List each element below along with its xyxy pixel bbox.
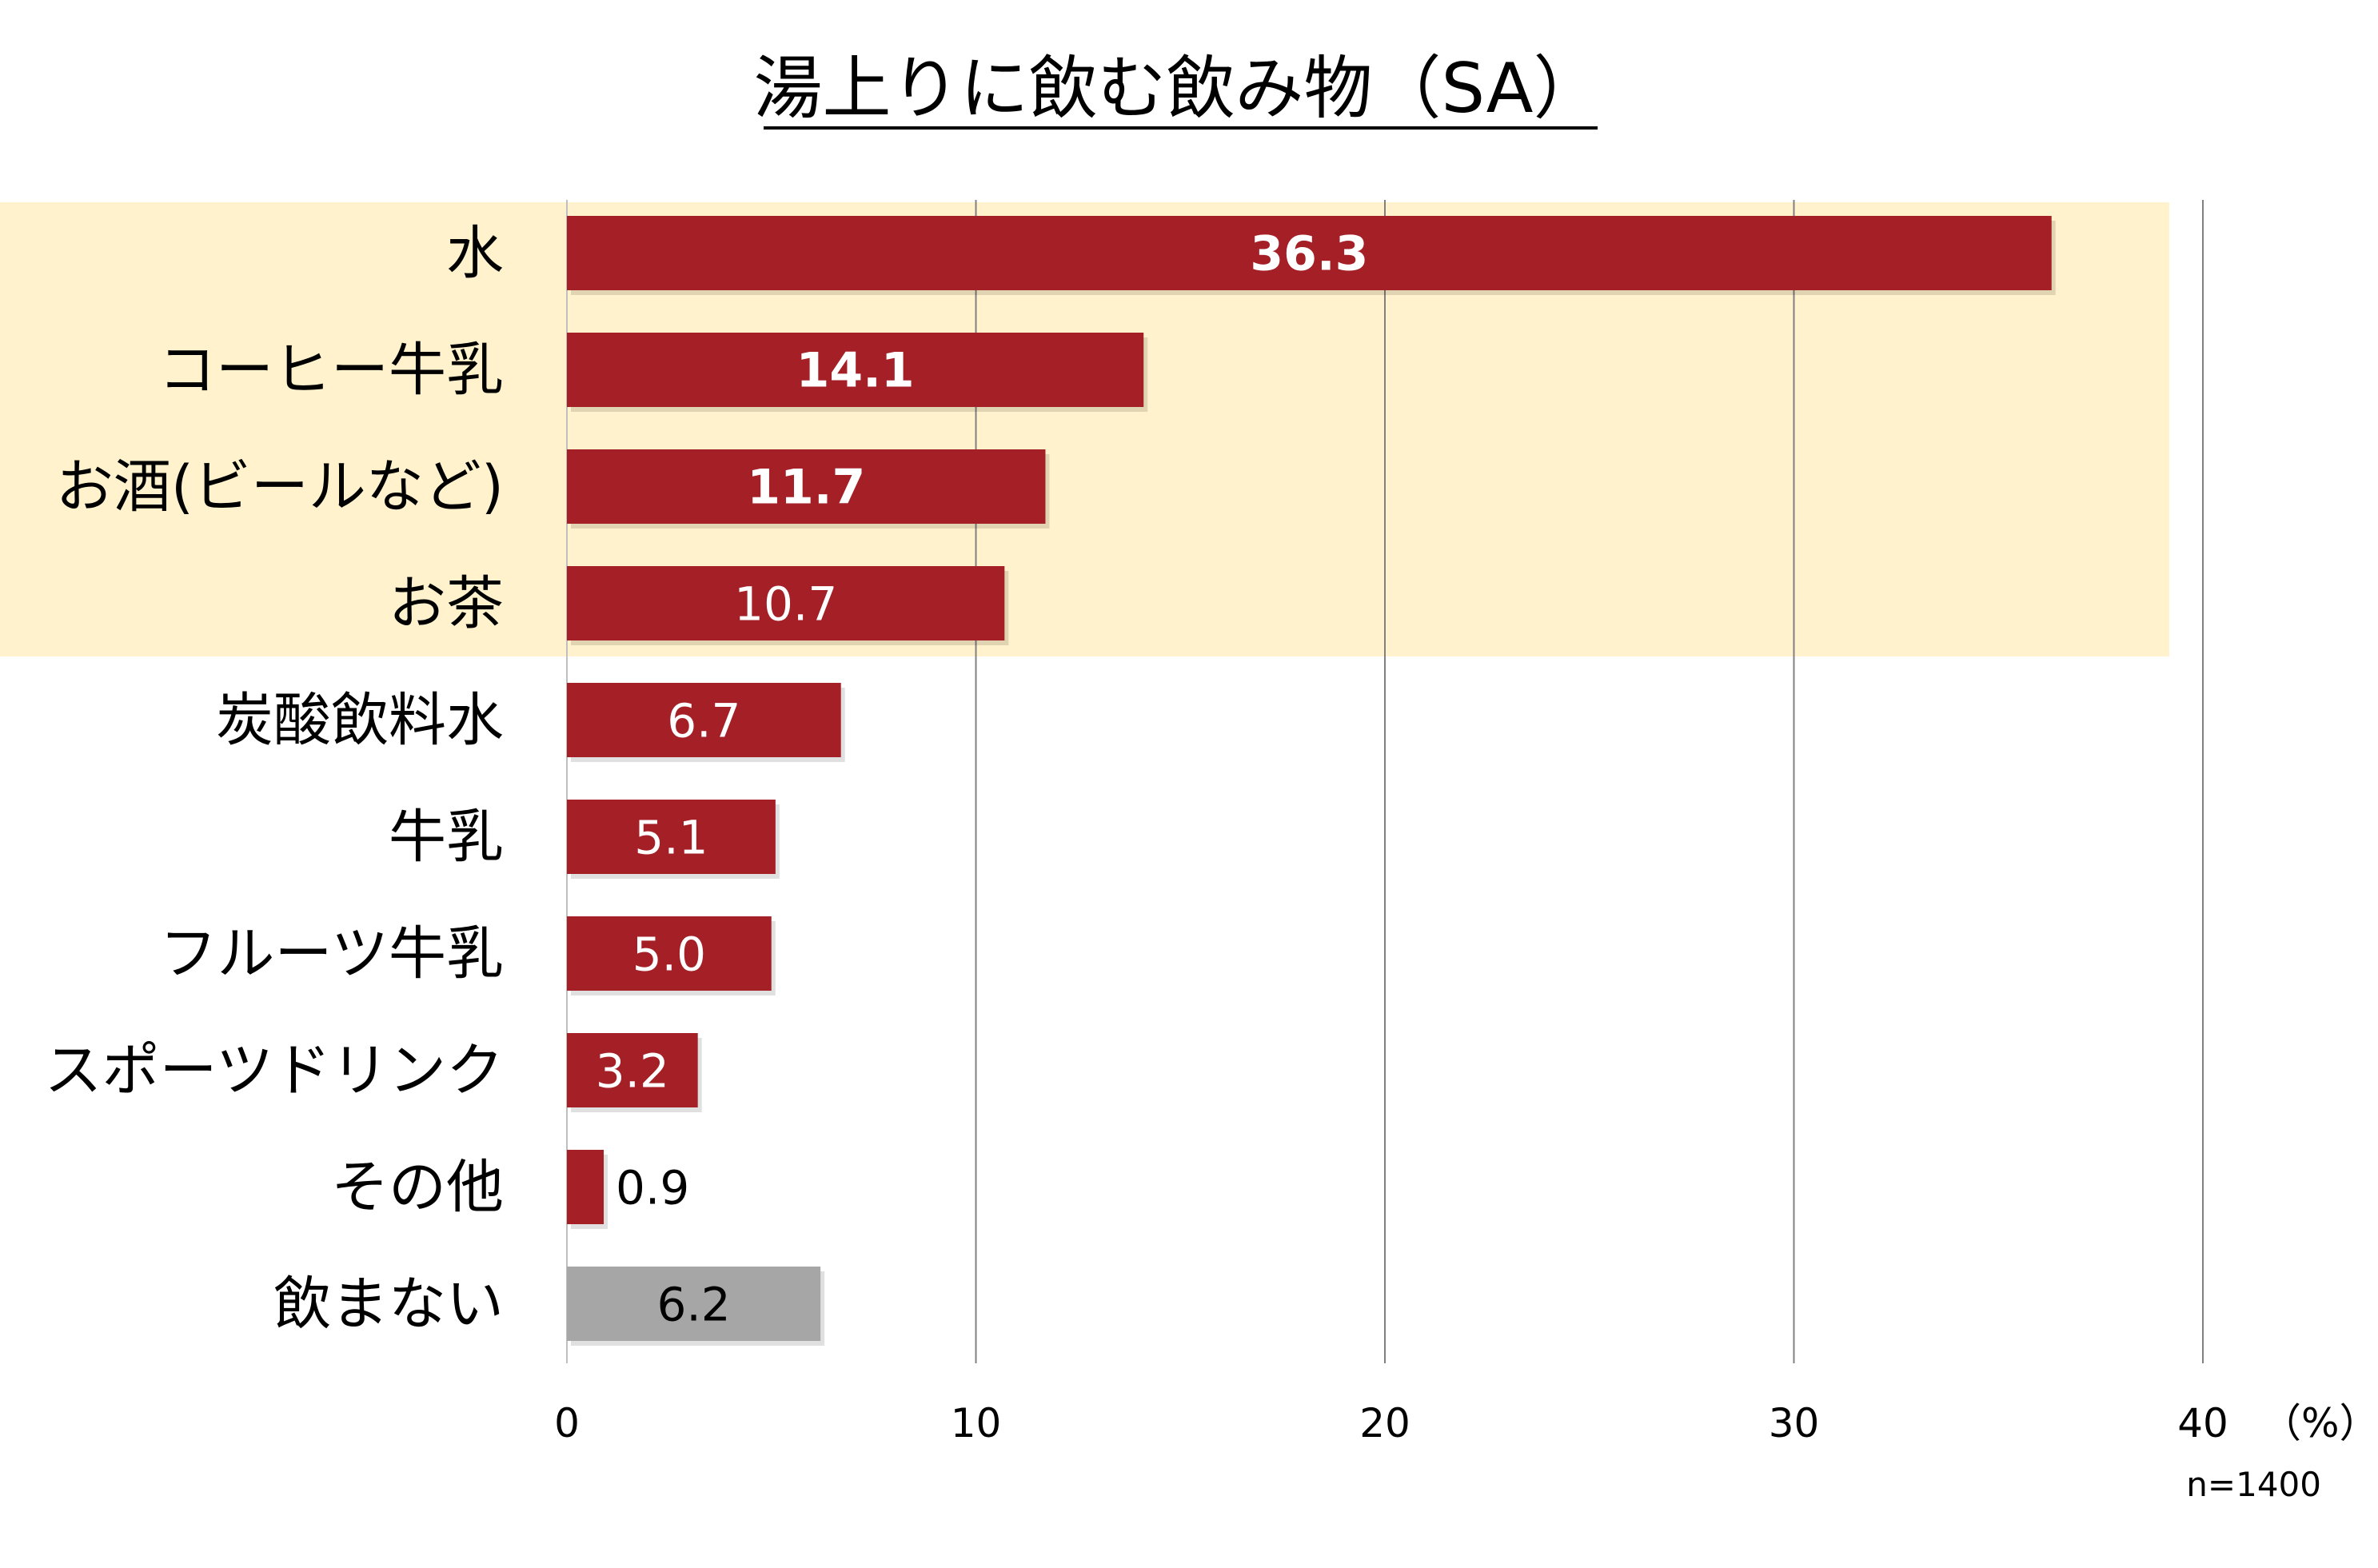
sample-size-note: n=1400 — [2186, 1465, 2321, 1504]
value-label: 36.3 — [1250, 226, 1368, 282]
category-label: 水 — [446, 220, 504, 287]
x-tick-labels: 0 10 20 30 40 — [554, 1400, 2228, 1446]
value-labels: 36.3 14.1 11.7 10.7 6.7 5.1 5.0 3.2 0.9 6.2 — [596, 226, 1369, 1332]
value-label: 6.2 — [656, 1278, 730, 1332]
value-label: 10.7 — [734, 577, 837, 632]
category-label: その他 — [331, 1154, 504, 1221]
value-label: 5.0 — [632, 928, 706, 982]
value-label: 11.7 — [747, 460, 865, 516]
category-label: お酒(ビールなど) — [56, 453, 504, 521]
bar — [567, 683, 841, 757]
category-label: 飲まない — [273, 1271, 504, 1338]
x-tick-label: 20 — [1359, 1400, 1410, 1446]
x-tick-label: 30 — [1769, 1400, 1820, 1446]
category-label: フルーツ牛乳 — [159, 920, 504, 987]
bar — [567, 1033, 698, 1107]
x-axis-unit-label: （%） — [2261, 1400, 2378, 1446]
category-label: 牛乳 — [389, 804, 504, 871]
value-label: 3.2 — [596, 1044, 669, 1099]
bar — [567, 566, 1005, 640]
category-label: コーヒー牛乳 — [158, 337, 504, 404]
bar — [567, 1150, 604, 1224]
value-label: 0.9 — [616, 1161, 689, 1215]
bar — [567, 333, 1144, 407]
value-label: 14.1 — [796, 343, 915, 399]
bar — [567, 449, 1046, 524]
x-tick-label: 40 — [2177, 1400, 2228, 1446]
bar — [567, 916, 772, 991]
value-label: 5.1 — [634, 811, 708, 865]
category-label: 炭酸飲料水 — [216, 687, 504, 754]
value-label: 6.7 — [667, 694, 740, 748]
bar-layer — [567, 216, 2056, 1346]
chart-title: 湯上りに飲む飲み物（SA） — [753, 49, 1602, 129]
x-tick-label: 10 — [951, 1400, 1002, 1446]
category-label: お茶 — [389, 570, 504, 637]
bar — [567, 1267, 821, 1341]
bar — [567, 800, 776, 874]
x-tick-label: 0 — [554, 1400, 580, 1446]
category-label: スポーツドリンク — [44, 1037, 504, 1104]
bar — [567, 216, 2052, 290]
